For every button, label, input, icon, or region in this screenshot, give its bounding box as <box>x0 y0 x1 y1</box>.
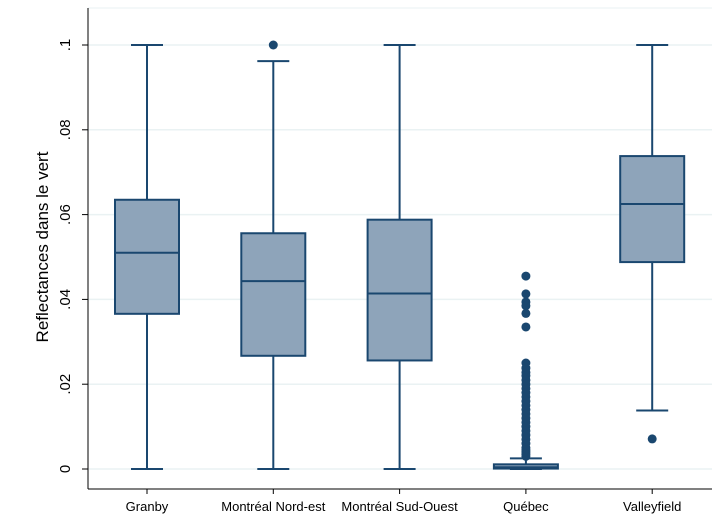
x-tick-label: Montréal Nord-est <box>221 499 325 514</box>
y-tick-label: .08 <box>57 119 74 140</box>
box-iqr <box>240 232 307 357</box>
box-group <box>366 44 433 470</box>
box-iqr <box>114 198 180 315</box>
x-tick-label: Montréal Sud-Ouest <box>341 499 458 514</box>
y-axis-label: Reflectances dans le vert <box>33 151 52 342</box>
y-tick-label: .06 <box>57 204 74 225</box>
y-tick-label: .1 <box>57 39 74 52</box>
x-tick-label: Québec <box>503 499 549 514</box>
outlier-point <box>647 434 657 444</box>
y-tick-label: .04 <box>57 289 74 310</box>
box-group <box>114 44 180 470</box>
y-tick-label: .02 <box>57 374 74 395</box>
axes: 0 .02 .04 .06 .08 .1 Granby Montréal Nord-est Mo… <box>57 8 712 514</box>
outlier-point <box>521 308 531 318</box>
box-iqr <box>619 155 686 264</box>
outlier-point <box>521 451 531 461</box>
outlier-point <box>521 289 531 299</box>
box-group <box>619 44 686 444</box>
box-group <box>240 40 307 470</box>
boxes <box>114 40 686 470</box>
outlier-point <box>521 301 531 311</box>
outlier-point <box>521 322 531 332</box>
outlier-point <box>268 40 278 50</box>
y-tick-label: 0 <box>57 465 74 473</box>
outlier-point <box>521 271 531 281</box>
box-group <box>492 271 559 470</box>
x-tick-label: Valleyfield <box>623 499 681 514</box>
x-tick-label: Granby <box>126 499 169 514</box>
box-iqr <box>366 218 433 362</box>
